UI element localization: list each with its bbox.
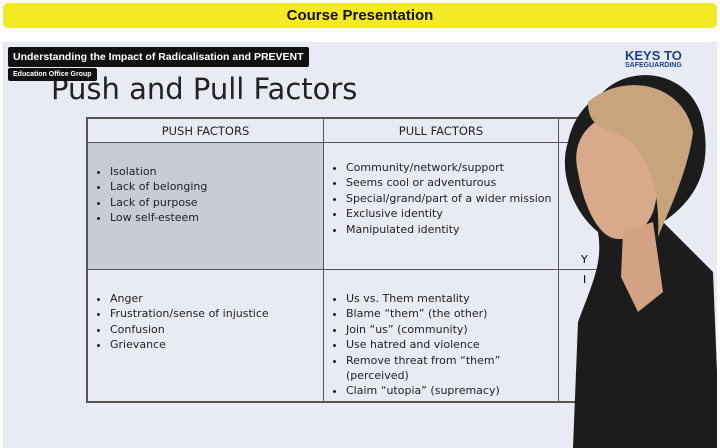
factor-item: Lack of purpose [110, 195, 323, 210]
table-cell: Us vs. Them mentalityBlame “them” (the o… [323, 269, 559, 402]
presenter [564, 75, 717, 448]
course-title: Understanding the Impact of Radicalisati… [8, 47, 309, 67]
factor-item: Manipulated identity [346, 222, 558, 237]
factor-item: Confusion [110, 322, 323, 337]
header-title: Course Presentation [3, 3, 717, 28]
factor-item: Remove threat from “them” (perceived) [346, 353, 558, 384]
logo-text: KEYS TO [625, 48, 682, 63]
table-cell: Community/network/supportSeems cool or a… [323, 142, 559, 270]
factor-item: Frustration/sense of injustice [110, 306, 323, 321]
slide-title: Push and Pull Factors [51, 72, 358, 106]
factor-item: Anger [110, 291, 323, 306]
factor-item: Low self-esteem [110, 210, 323, 225]
factor-item: Community/network/support [346, 160, 558, 175]
factor-list: Community/network/supportSeems cool or a… [324, 160, 558, 237]
table-cell: IsolationLack of belongingLack of purpos… [87, 142, 324, 270]
partial-text: I [583, 273, 587, 286]
table-cell: AngerFrustration/sense of injusticeConfu… [87, 269, 324, 402]
factor-item: Grievance [110, 337, 323, 352]
partial-text: Y [581, 253, 588, 266]
factor-item: Seems cool or adventurous [346, 175, 558, 190]
slide-table: PUSH FACTORS PULL FACTORS IsolationLack … [86, 117, 613, 403]
factor-list: IsolationLack of belongingLack of purpos… [88, 164, 323, 226]
logo-text: SAFEGUARDING [625, 62, 682, 69]
factor-item: Exclusive identity [346, 206, 558, 221]
factor-item: Isolation [110, 164, 323, 179]
video-player[interactable]: Push and Pull Factors PUSH FACTORS PULL … [3, 42, 717, 448]
factor-item: Join “us” (community) [346, 322, 558, 337]
factor-item: Special/grand/part of a wider mission [346, 191, 558, 206]
factor-item: Lack of belonging [110, 179, 323, 194]
factor-item: Us vs. Them mentality [346, 291, 558, 306]
factor-list: Us vs. Them mentalityBlame “them” (the o… [324, 291, 558, 399]
factor-item: Claim “utopia” (supremacy) [346, 383, 558, 398]
factor-list: AngerFrustration/sense of injusticeConfu… [88, 291, 323, 353]
factor-item: Blame “them” (the other) [346, 306, 558, 321]
table-header: PUSH FACTORS [87, 118, 324, 143]
provider-label: Education Office Group [8, 68, 97, 81]
factor-item: Use hatred and violence [346, 337, 558, 352]
table-header: PULL FACTORS [323, 118, 559, 143]
